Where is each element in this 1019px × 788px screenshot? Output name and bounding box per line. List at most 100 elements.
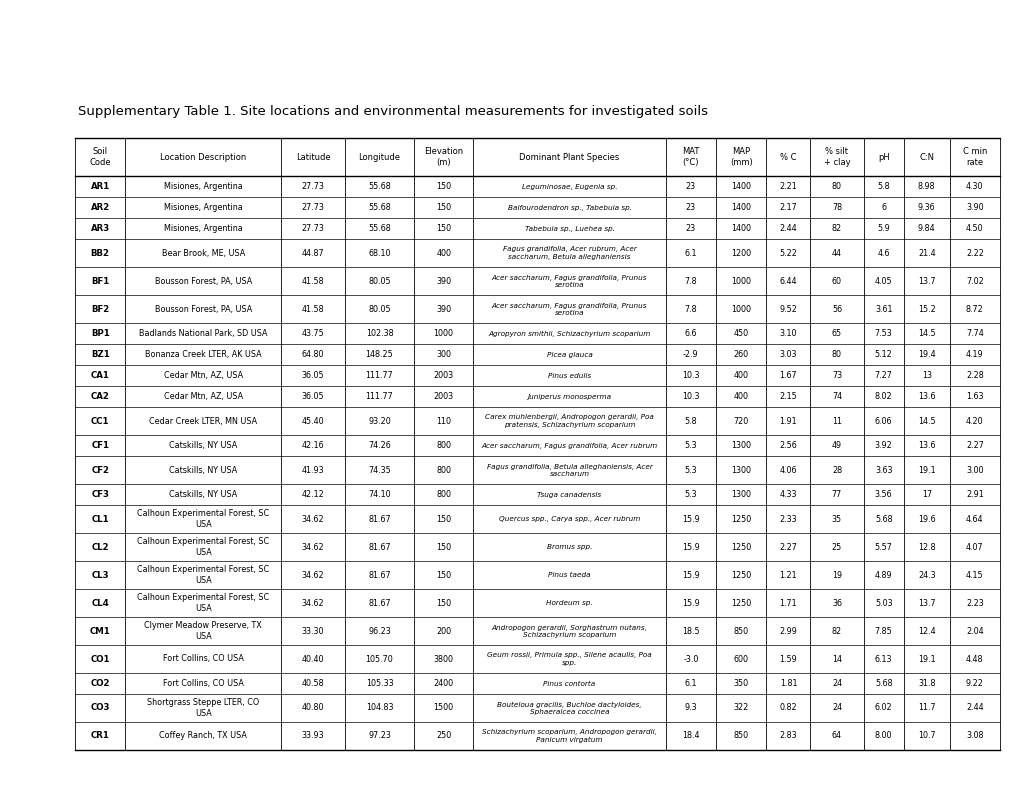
Text: 260: 260 (733, 350, 748, 359)
Text: 1000: 1000 (731, 277, 751, 285)
Text: 68.10: 68.10 (368, 248, 390, 258)
Text: 5.8: 5.8 (876, 182, 890, 191)
Text: 64.80: 64.80 (302, 350, 324, 359)
Text: 9.3: 9.3 (684, 704, 697, 712)
Text: 97.23: 97.23 (368, 731, 390, 741)
Text: 250: 250 (435, 731, 450, 741)
Text: Calhoun Experimental Forest, SC
USA: Calhoun Experimental Forest, SC USA (137, 509, 269, 529)
Text: CC1: CC1 (91, 417, 109, 426)
Text: 18.4: 18.4 (682, 731, 699, 741)
Text: 31.8: 31.8 (917, 679, 934, 688)
Text: 2.44: 2.44 (779, 224, 797, 233)
Text: 9.36: 9.36 (917, 203, 934, 212)
Text: 80.05: 80.05 (368, 304, 390, 314)
Text: 74.26: 74.26 (368, 441, 390, 450)
Text: 21.4: 21.4 (917, 248, 934, 258)
Text: 6.1: 6.1 (684, 679, 696, 688)
Text: 2.27: 2.27 (779, 542, 797, 552)
Text: 111.77: 111.77 (365, 371, 393, 380)
Text: 25: 25 (832, 542, 842, 552)
Text: -3.0: -3.0 (683, 655, 698, 663)
Text: 2400: 2400 (433, 679, 453, 688)
Text: 41.58: 41.58 (302, 304, 324, 314)
Text: Latitude: Latitude (296, 153, 330, 162)
Text: 13.7: 13.7 (917, 599, 934, 608)
Text: 34.62: 34.62 (302, 542, 324, 552)
Text: 1.63: 1.63 (965, 392, 982, 401)
Text: MAT
(°C): MAT (°C) (682, 147, 699, 167)
Text: 4.30: 4.30 (965, 182, 982, 191)
Text: 18.5: 18.5 (682, 626, 699, 635)
Text: CO1: CO1 (91, 655, 110, 663)
Text: 5.3: 5.3 (684, 490, 697, 499)
Text: 42.16: 42.16 (302, 441, 324, 450)
Text: Tabebuia sp., Luehea sp.: Tabebuia sp., Luehea sp. (524, 225, 614, 232)
Text: % C: % C (780, 153, 796, 162)
Text: AR2: AR2 (91, 203, 110, 212)
Text: 450: 450 (733, 329, 748, 338)
Text: 81.67: 81.67 (368, 571, 390, 579)
Text: 1300: 1300 (731, 441, 751, 450)
Text: 33.93: 33.93 (302, 731, 324, 741)
Text: 5.8: 5.8 (684, 417, 697, 426)
Text: 12.8: 12.8 (917, 542, 934, 552)
Text: Elevation
(m): Elevation (m) (424, 147, 463, 167)
Text: AR3: AR3 (91, 224, 110, 233)
Text: 4.07: 4.07 (965, 542, 982, 552)
Text: BB2: BB2 (91, 248, 110, 258)
Text: 2.23: 2.23 (965, 599, 982, 608)
Text: 7.02: 7.02 (965, 277, 982, 285)
Text: 390: 390 (436, 277, 450, 285)
Text: Bromus spp.: Bromus spp. (546, 544, 592, 550)
Text: 1000: 1000 (433, 329, 453, 338)
Text: 27.73: 27.73 (302, 203, 324, 212)
Text: 55.68: 55.68 (368, 203, 390, 212)
Text: CR1: CR1 (91, 731, 109, 741)
Text: 6.06: 6.06 (874, 417, 892, 426)
Text: 8.02: 8.02 (874, 392, 892, 401)
Text: 5.3: 5.3 (684, 441, 697, 450)
Text: 2.33: 2.33 (779, 515, 797, 523)
Text: 104.83: 104.83 (366, 704, 393, 712)
Text: 400: 400 (733, 371, 748, 380)
Text: 2.17: 2.17 (779, 203, 797, 212)
Text: CA2: CA2 (91, 392, 109, 401)
Text: 3.08: 3.08 (965, 731, 982, 741)
Text: 11.7: 11.7 (917, 704, 934, 712)
Text: 80.05: 80.05 (368, 277, 390, 285)
Text: Soil
Code: Soil Code (90, 147, 111, 167)
Text: 800: 800 (436, 490, 450, 499)
Text: 6.44: 6.44 (779, 277, 797, 285)
Text: 1250: 1250 (731, 599, 751, 608)
Text: 800: 800 (436, 466, 450, 474)
Text: Badlands National Park, SD USA: Badlands National Park, SD USA (139, 329, 267, 338)
Text: Misiones, Argentina: Misiones, Argentina (164, 224, 243, 233)
Text: 7.8: 7.8 (684, 277, 697, 285)
Text: 27.73: 27.73 (302, 182, 324, 191)
Text: 42.12: 42.12 (302, 490, 324, 499)
Text: 23: 23 (685, 224, 695, 233)
Text: 13: 13 (921, 371, 930, 380)
Text: 1300: 1300 (731, 466, 751, 474)
Text: 5.9: 5.9 (876, 224, 890, 233)
Text: 56: 56 (832, 304, 842, 314)
Text: 81.67: 81.67 (368, 599, 390, 608)
Text: BP1: BP1 (91, 329, 109, 338)
Text: 41.58: 41.58 (302, 277, 324, 285)
Text: 1.91: 1.91 (779, 417, 797, 426)
Text: 1500: 1500 (433, 704, 453, 712)
Text: Geum rossii, Primula spp., Silene acaulis, Poa
spp.: Geum rossii, Primula spp., Silene acauli… (487, 652, 651, 666)
Text: Fagus grandifolia, Acer rubrum, Acer
saccharum, Betula alleghaniensis: Fagus grandifolia, Acer rubrum, Acer sac… (502, 247, 636, 259)
Text: 13.7: 13.7 (917, 277, 934, 285)
Text: C min
rate: C min rate (962, 147, 986, 167)
Text: 4.05: 4.05 (874, 277, 892, 285)
Text: 390: 390 (436, 304, 450, 314)
Text: 1.59: 1.59 (779, 655, 797, 663)
Text: 80: 80 (832, 350, 841, 359)
Text: 93.20: 93.20 (368, 417, 390, 426)
Text: 5.03: 5.03 (874, 599, 892, 608)
Text: 150: 150 (436, 203, 450, 212)
Text: 19: 19 (832, 571, 842, 579)
Text: Agropyron smithii, Schizachyrium scoparium: Agropyron smithii, Schizachyrium scopari… (488, 330, 650, 336)
Text: Carex muhlenbergii, Andropogon gerardii, Poa
pratensis, Schizachyrium scoparium: Carex muhlenbergii, Andropogon gerardii,… (485, 414, 653, 428)
